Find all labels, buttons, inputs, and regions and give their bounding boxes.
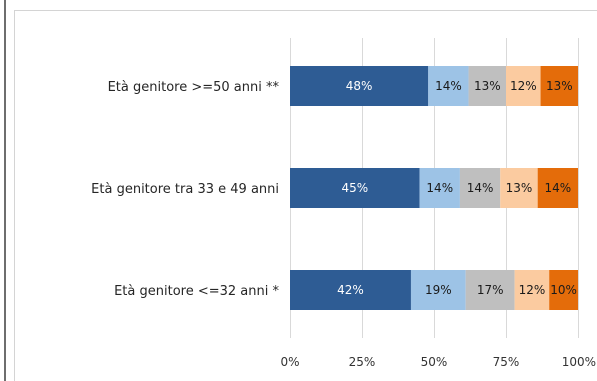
bars: 48% 14% 13% 12% 13% 45% 14% 14% 13% 14% 42% 19% 17% 1… [290, 66, 578, 310]
data-label-0-2: 13% [474, 79, 501, 93]
category-label-2: Età genitore <=32 anni * [114, 284, 279, 299]
data-label-0-1: 14% [435, 79, 462, 93]
bar-segment-2-0 [290, 270, 411, 310]
x-tick-label-1: 25% [349, 355, 376, 369]
bar-segment-2-1 [410, 270, 466, 310]
bar-segment-1-1 [419, 168, 460, 208]
bar-segment-0-4 [540, 66, 578, 106]
data-label-0-3: 12% [510, 79, 537, 93]
data-label-1-1: 14% [426, 181, 453, 195]
data-label-2-1: 19% [425, 283, 452, 297]
data-label-1-3: 13% [506, 181, 533, 195]
data-label-1-2: 14% [467, 181, 494, 195]
bar-segment-0-0 [290, 66, 429, 106]
x-tick-labels: 0% 25% 50% 75% 100% [280, 355, 596, 369]
category-labels: Età genitore >=50 anni ** Età genitore tr… [91, 80, 279, 299]
bar-segment-1-2 [459, 168, 501, 208]
bar-segment-1-3 [500, 168, 538, 208]
data-label-1-0: 45% [341, 181, 368, 195]
data-label-2-4: 10% [550, 283, 577, 297]
bar-segment-2-2 [465, 270, 515, 310]
frame-border-inner-left [14, 10, 15, 381]
category-label-0: Età genitore >=50 anni ** [108, 80, 280, 95]
category-label-1: Età genitore tra 33 e 49 anni [91, 182, 279, 197]
bar-segment-2-3 [514, 270, 550, 310]
bar-segment-1-4 [537, 168, 578, 208]
x-tick-label-2: 50% [421, 355, 448, 369]
data-label-1-4: 14% [545, 181, 572, 195]
bar-segment-0-1 [428, 66, 469, 106]
bar-segment-0-2 [468, 66, 506, 106]
bar-segment-2-4 [549, 270, 578, 310]
data-label-2-3: 12% [519, 283, 546, 297]
frame-border-top [14, 10, 597, 11]
data-label-0-4: 13% [546, 79, 573, 93]
data-label-0-0: 48% [346, 79, 373, 93]
data-label-2-0: 42% [337, 283, 364, 297]
x-tick-label-0: 0% [280, 355, 299, 369]
frame-border-left [4, 0, 6, 381]
x-tick-label-4: 100% [562, 355, 596, 369]
bar-segment-0-3 [506, 66, 541, 106]
bar-segment-1-0 [290, 168, 420, 208]
x-tick-label-3: 75% [493, 355, 520, 369]
data-label-2-2: 17% [477, 283, 504, 297]
